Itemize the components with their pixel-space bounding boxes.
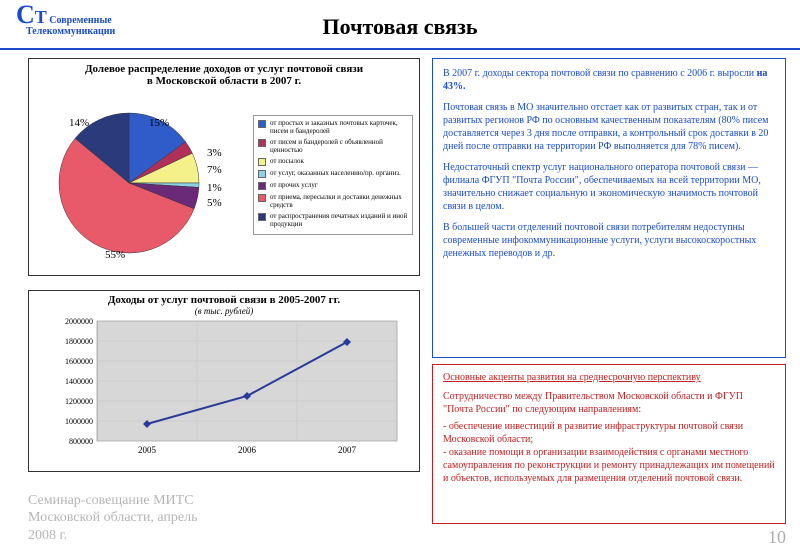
line-chart-panel: Доходы от услуг почтовой связи в 2005-20… [28, 290, 420, 472]
paragraph-3: Недостаточный спектр услуг национального… [443, 161, 775, 213]
legend-item: от простых и заказных почтовых карточек,… [258, 119, 408, 135]
line-subtitle: (в тыс. рублей) [29, 306, 419, 316]
line-title: Доходы от услуг почтовой связи в 2005-20… [29, 291, 419, 306]
analysis-text-panel: В 2007 г. доходы сектора почтовой связи … [432, 58, 786, 358]
footer-text: Семинар-совещание МИТС Московской област… [28, 492, 197, 545]
accent-bullet-1: - обеспечение инвестиций в развитие инфр… [443, 420, 775, 446]
pie-slice-label: 1% [207, 182, 222, 194]
pie-title: Долевое распределение доходов от услуг п… [29, 59, 419, 89]
pie-slice-label: 5% [207, 197, 222, 209]
accent-text-panel: Основные акценты развития на среднесрочн… [432, 364, 786, 524]
line-chart: 800000 1000000 1200000 1400000 1600000 180000… [39, 317, 411, 467]
pie-chart-panel: Долевое распределение доходов от услуг п… [28, 58, 420, 276]
pie-slice-label: 7% [207, 164, 222, 176]
pie-slice-label: 15% [149, 117, 169, 129]
page-title: Почтовая связь [0, 14, 800, 40]
pie-slice-label: 55% [105, 249, 125, 261]
paragraph-1: В 2007 г. доходы сектора почтовой связи … [443, 67, 775, 93]
svg-text:2000000: 2000000 [65, 317, 93, 326]
pie-slice-label: 3% [207, 147, 222, 159]
page-number: 10 [768, 527, 786, 548]
accent-intro: Сотрудничество между Правительством Моск… [443, 390, 775, 416]
legend-item: от распространения печатных изданий и ин… [258, 212, 408, 228]
svg-text:1000000: 1000000 [65, 417, 93, 426]
legend-item: от посылок [258, 157, 408, 166]
svg-text:2006: 2006 [238, 445, 257, 455]
legend-item: от прочих услуг [258, 181, 408, 190]
legend-item: от писем и бандеролей с объявленной ценн… [258, 138, 408, 154]
svg-text:800000: 800000 [69, 437, 93, 446]
accent-heading: Основные акценты развития на среднесрочн… [443, 371, 775, 384]
header-bar: СТ Современные Телекоммуникации Почтовая… [0, 0, 800, 50]
legend-item: от приема, пересылки и доставки денежных… [258, 193, 408, 209]
svg-text:1800000: 1800000 [65, 337, 93, 346]
pie-legend: от простых и заказных почтовых карточек,… [253, 115, 413, 235]
svg-text:1200000: 1200000 [65, 397, 93, 406]
accent-bullet-2: - оказание помощи в организации взаимоде… [443, 446, 775, 485]
svg-text:2005: 2005 [138, 445, 157, 455]
svg-text:2007: 2007 [338, 445, 357, 455]
pie-slice-label: 14% [69, 117, 89, 129]
svg-text:1400000: 1400000 [65, 377, 93, 386]
svg-text:1600000: 1600000 [65, 357, 93, 366]
legend-item: от услуг, оказанных населению/пр. органи… [258, 169, 408, 178]
paragraph-4: В большей части отделений почтовой связи… [443, 221, 775, 260]
paragraph-2: Почтовая связь в МО значительно отстает … [443, 101, 775, 153]
